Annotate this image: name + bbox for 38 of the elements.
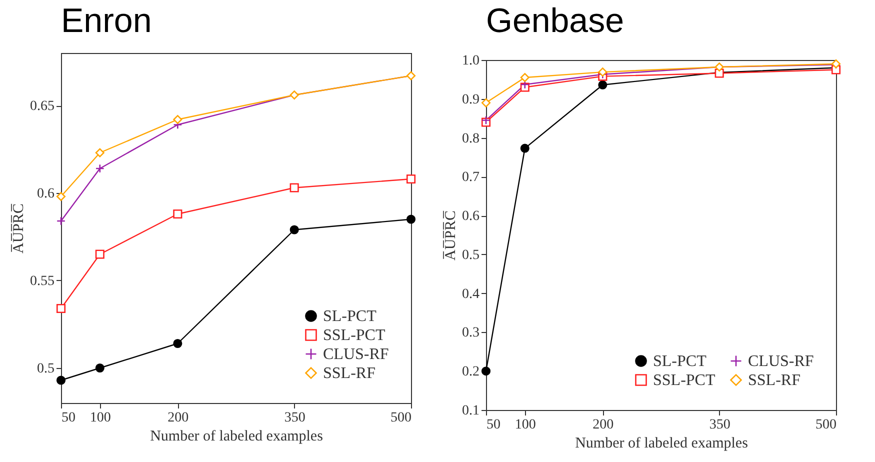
x-axis-title: Number of labeled examples	[575, 436, 748, 452]
y-tick-label: 0.5	[37, 362, 54, 376]
legend-label: SL-PCT	[323, 308, 377, 325]
legend-label: SSL-PCT	[653, 372, 716, 389]
y-tick-label: 0.6	[462, 209, 480, 224]
y-tick-label: 0.8	[462, 131, 480, 146]
x-tick-label: 100	[90, 410, 111, 426]
x-tick-label: 500	[816, 418, 836, 432]
x-tick-label: 350	[709, 418, 730, 432]
legend-label: SSL-RF	[748, 372, 801, 389]
legend-label: CLUS-RF	[748, 353, 814, 370]
y-tick-label: 0.5	[462, 248, 480, 263]
y-tick-label: 0.6	[37, 186, 54, 202]
y-axis-title: A̅U̅P̅R̅C̅	[10, 203, 27, 254]
legend-label: SSL-PCT	[323, 327, 386, 344]
legend-label: SL-PCT	[653, 353, 707, 370]
y-tick-label: 0.55	[30, 274, 54, 289]
x-tick-label: 200	[592, 418, 614, 432]
x-tick-label: 200	[168, 410, 189, 426]
x-tick-label: 500	[390, 410, 412, 426]
x-tick-label: 100	[514, 418, 536, 432]
legend-label: SSL-RF	[323, 365, 376, 382]
y-tick-label: 0.65	[30, 99, 54, 114]
legend-label: CLUS-RF	[323, 346, 389, 363]
y-tick-label: 0.2	[462, 364, 480, 380]
y-axis-title: A̅U̅P̅R̅C̅	[442, 210, 459, 261]
y-tick-label: 0.3	[462, 326, 480, 341]
chart-title: Genbase	[486, 2, 624, 40]
y-tick-label: 0.7	[462, 170, 480, 186]
x-tick-label: 350	[284, 410, 306, 426]
x-tick-label: 50	[486, 418, 500, 432]
y-tick-label: 0.1	[462, 404, 480, 418]
y-tick-label: 0.4	[462, 286, 480, 302]
chart-title: Enron	[61, 2, 152, 40]
x-axis-title: Number of labeled examples	[150, 428, 324, 444]
y-tick-label: 0.9	[462, 92, 480, 108]
y-tick-label: 1.0	[462, 54, 480, 68]
x-tick-label: 50	[62, 410, 76, 426]
